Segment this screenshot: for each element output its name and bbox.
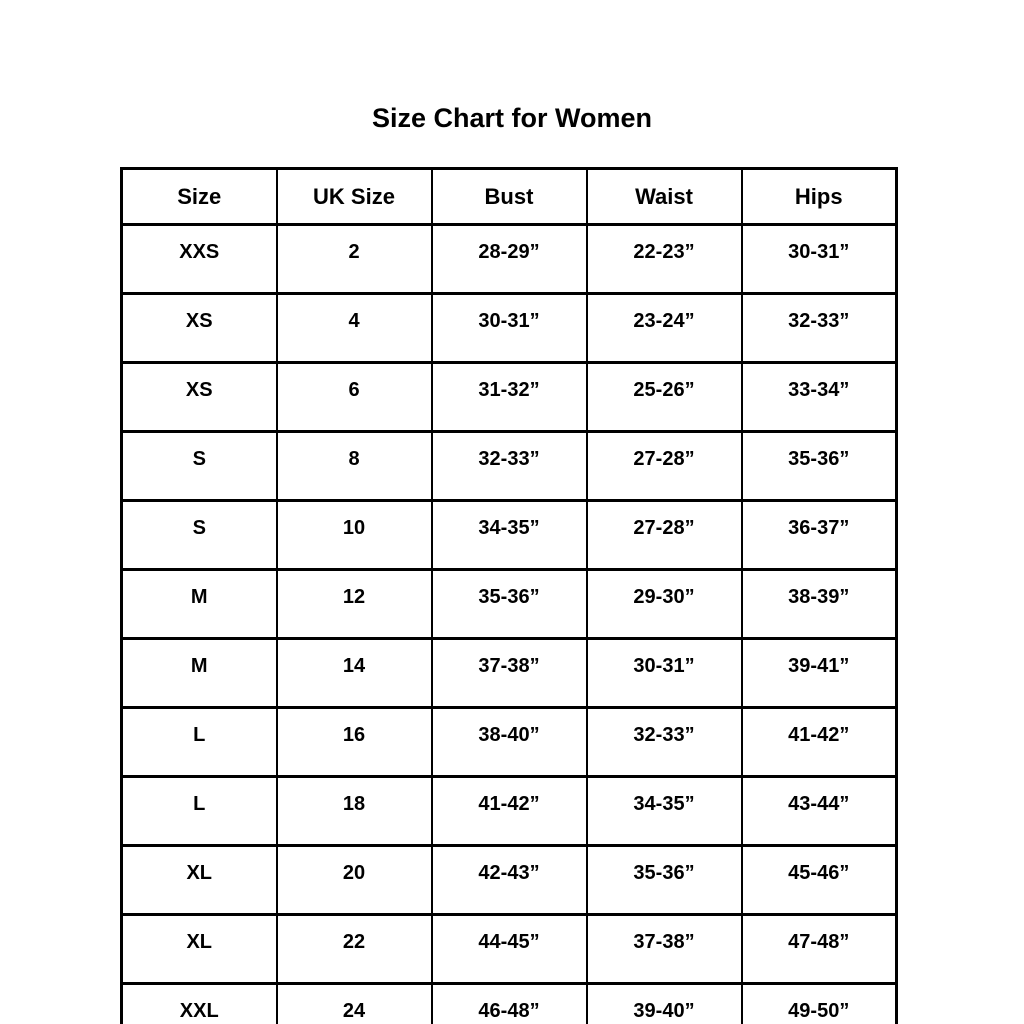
cell-hips: 33-34” <box>740 361 898 433</box>
cell-waist: 37-38” <box>585 913 743 985</box>
cell-size: M <box>120 637 278 709</box>
cell-bust: 34-35” <box>430 499 588 571</box>
cell-bust: 30-31” <box>430 292 588 364</box>
cell-size: XS <box>120 361 278 433</box>
cell-hips: 36-37” <box>740 499 898 571</box>
cell-bust: 42-43” <box>430 844 588 916</box>
cell-bust: 32-33” <box>430 430 588 502</box>
cell-size: M <box>120 568 278 640</box>
table-row: XS 4 30-31” 23-24” 32-33” <box>120 292 898 364</box>
cell-hips: 39-41” <box>740 637 898 709</box>
table-body: XXS 2 28-29” 22-23” 30-31” XS 4 30-31” 2… <box>120 223 898 1024</box>
cell-uk: 24 <box>275 982 433 1024</box>
cell-size: XS <box>120 292 278 364</box>
table-row: L 16 38-40” 32-33” 41-42” <box>120 706 898 778</box>
cell-uk: 14 <box>275 637 433 709</box>
table-row: S 10 34-35” 27-28” 36-37” <box>120 499 898 571</box>
cell-size: XXL <box>120 982 278 1024</box>
cell-hips: 41-42” <box>740 706 898 778</box>
cell-bust: 31-32” <box>430 361 588 433</box>
size-chart-table: Size UK Size Bust Waist Hips XXS 2 28-29… <box>120 167 898 1024</box>
cell-uk: 16 <box>275 706 433 778</box>
cell-uk: 18 <box>275 775 433 847</box>
cell-size: L <box>120 775 278 847</box>
cell-bust: 38-40” <box>430 706 588 778</box>
cell-waist: 39-40” <box>585 982 743 1024</box>
cell-uk: 12 <box>275 568 433 640</box>
cell-size: S <box>120 430 278 502</box>
cell-waist: 29-30” <box>585 568 743 640</box>
table-row: XL 22 44-45” 37-38” 47-48” <box>120 913 898 985</box>
column-header-uk-size: UK Size <box>275 167 433 226</box>
cell-bust: 44-45” <box>430 913 588 985</box>
cell-size: L <box>120 706 278 778</box>
cell-waist: 30-31” <box>585 637 743 709</box>
cell-bust: 28-29” <box>430 223 588 295</box>
cell-waist: 27-28” <box>585 430 743 502</box>
cell-uk: 10 <box>275 499 433 571</box>
cell-waist: 32-33” <box>585 706 743 778</box>
cell-bust: 37-38” <box>430 637 588 709</box>
page-title: Size Chart for Women <box>371 103 653 133</box>
cell-waist: 22-23” <box>585 223 743 295</box>
column-header-waist: Waist <box>585 167 743 226</box>
column-header-bust: Bust <box>430 167 588 226</box>
table-row: XL 20 42-43” 35-36” 45-46” <box>120 844 898 916</box>
cell-bust: 35-36” <box>430 568 588 640</box>
cell-waist: 35-36” <box>585 844 743 916</box>
table-row: S 8 32-33” 27-28” 35-36” <box>120 430 898 502</box>
table-row: M 12 35-36” 29-30” 38-39” <box>120 568 898 640</box>
cell-hips: 30-31” <box>740 223 898 295</box>
cell-hips: 47-48” <box>740 913 898 985</box>
cell-uk: 4 <box>275 292 433 364</box>
cell-uk: 8 <box>275 430 433 502</box>
cell-size: XXS <box>120 223 278 295</box>
cell-size: XL <box>120 913 278 985</box>
cell-hips: 32-33” <box>740 292 898 364</box>
table-row: XS 6 31-32” 25-26” 33-34” <box>120 361 898 433</box>
column-header-hips: Hips <box>740 167 898 226</box>
cell-waist: 25-26” <box>585 361 743 433</box>
cell-hips: 43-44” <box>740 775 898 847</box>
cell-uk: 6 <box>275 361 433 433</box>
table-header-row: Size UK Size Bust Waist Hips <box>120 167 898 226</box>
cell-size: XL <box>120 844 278 916</box>
table-header: Size UK Size Bust Waist Hips <box>120 167 898 226</box>
table-row: XXL 24 46-48” 39-40” 49-50” <box>120 982 898 1024</box>
cell-hips: 49-50” <box>740 982 898 1024</box>
cell-waist: 27-28” <box>585 499 743 571</box>
cell-size: S <box>120 499 278 571</box>
cell-uk: 2 <box>275 223 433 295</box>
cell-hips: 35-36” <box>740 430 898 502</box>
cell-uk: 20 <box>275 844 433 916</box>
cell-waist: 23-24” <box>585 292 743 364</box>
column-header-size: Size <box>120 167 278 226</box>
table-row: XXS 2 28-29” 22-23” 30-31” <box>120 223 898 295</box>
cell-hips: 38-39” <box>740 568 898 640</box>
cell-uk: 22 <box>275 913 433 985</box>
table-row: L 18 41-42” 34-35” 43-44” <box>120 775 898 847</box>
cell-bust: 41-42” <box>430 775 588 847</box>
cell-bust: 46-48” <box>430 982 588 1024</box>
table-row: M 14 37-38” 30-31” 39-41” <box>120 637 898 709</box>
cell-hips: 45-46” <box>740 844 898 916</box>
cell-waist: 34-35” <box>585 775 743 847</box>
